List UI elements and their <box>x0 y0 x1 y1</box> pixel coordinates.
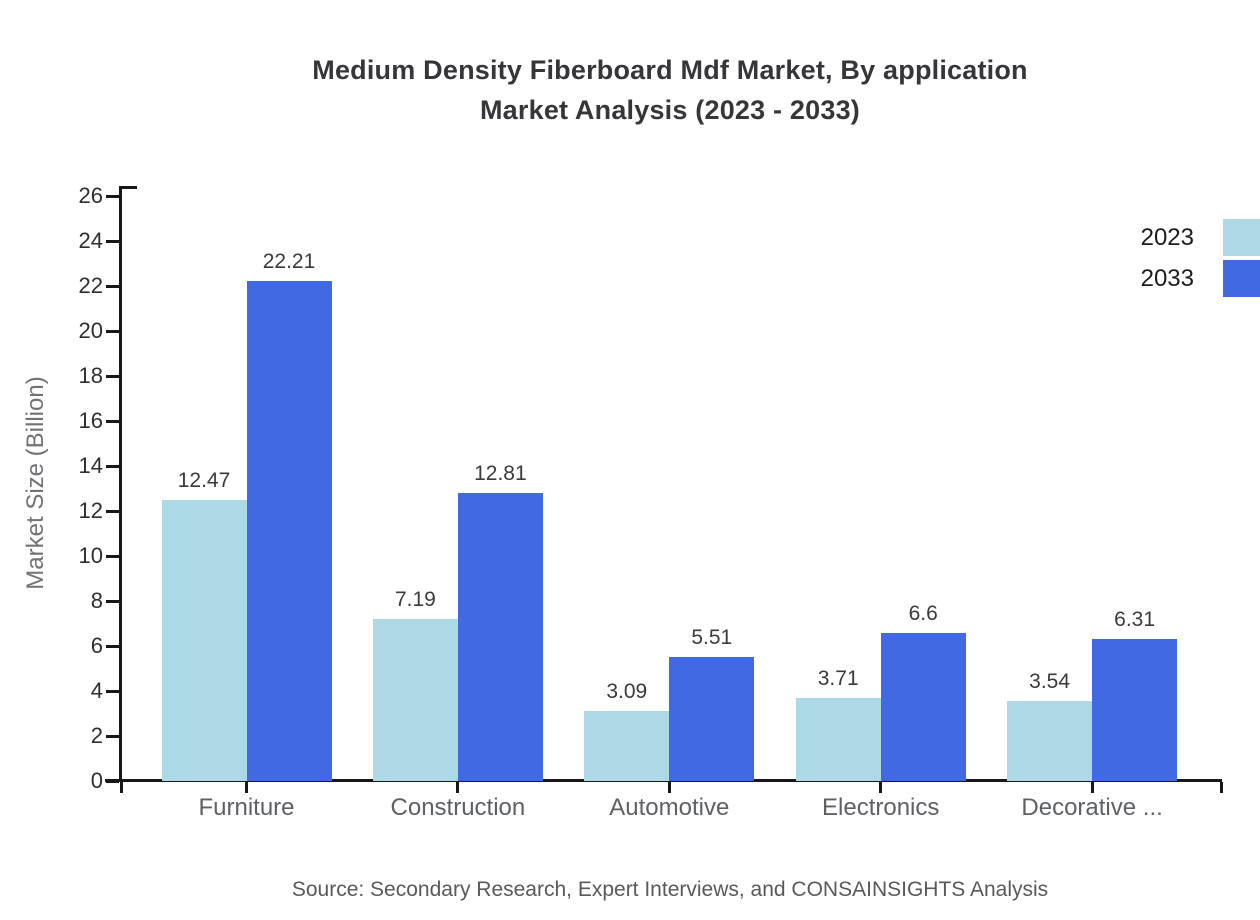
legend-item: 2033 <box>1141 260 1260 297</box>
x-category-label: Decorative ... <box>1021 794 1163 821</box>
x-category-label: Construction <box>390 794 526 821</box>
x-tick <box>879 782 883 793</box>
y-tick <box>106 195 119 198</box>
x-category-label: Electronics <box>822 794 940 821</box>
x-category-label: Automotive <box>609 794 730 821</box>
y-axis-line <box>119 186 122 782</box>
bar-2023 <box>795 697 881 781</box>
bar-value-label: 6.31 <box>1114 608 1156 632</box>
chart-title-line2: Market Analysis (2023 - 2033) <box>479 95 860 125</box>
bar-value-label: 3.71 <box>817 666 859 690</box>
y-tick <box>106 645 119 648</box>
bar-value-label: 5.51 <box>691 626 733 650</box>
bar-value-label: 12.47 <box>177 469 231 493</box>
y-tick-label: 2 <box>90 723 103 748</box>
chart-title-line1: Medium Density Fiberboard Mdf Market, By… <box>312 55 1028 85</box>
bar-value-label: 3.09 <box>606 680 648 704</box>
y-tick-label: 26 <box>78 183 103 208</box>
y-tick-label: 12 <box>78 498 103 523</box>
bar-value-label: 7.19 <box>394 588 436 612</box>
bar-2023 <box>161 500 247 781</box>
y-tick-label: 24 <box>78 228 103 253</box>
x-tick <box>1219 782 1223 793</box>
y-tick <box>106 285 119 288</box>
y-tick-label: 0 <box>90 768 103 793</box>
bar-2033 <box>669 657 755 781</box>
y-tick-label: 20 <box>78 318 103 343</box>
x-tick <box>245 782 248 793</box>
source-attribution: Source: Secondary Research, Expert Inter… <box>291 878 1049 901</box>
bar-value-label: 6.6 <box>908 601 938 625</box>
x-tick <box>119 782 123 793</box>
y-tick-label: 10 <box>78 543 103 568</box>
x-tick <box>1090 782 1094 793</box>
y-tick <box>106 420 119 423</box>
bar-2033 <box>880 632 966 781</box>
bar-2023 <box>372 619 458 781</box>
legend-swatch <box>1223 260 1260 297</box>
y-tick <box>106 600 119 603</box>
y-tick-label: 14 <box>78 453 103 478</box>
bar-value-label: 12.81 <box>474 461 527 485</box>
bar-2033 <box>246 281 332 781</box>
chart-title: Medium Density Fiberboard Mdf Market, By… <box>80 50 1260 130</box>
y-tick <box>106 465 119 468</box>
bar-2033 <box>457 492 543 781</box>
bar-value-label: 3.54 <box>1029 670 1071 694</box>
legend-label: 2023 <box>1140 223 1194 251</box>
bar-2023 <box>584 711 670 781</box>
y-tick <box>106 375 119 378</box>
bar-value-label: 22.21 <box>262 250 316 274</box>
legend-item: 2023 <box>1141 219 1260 256</box>
bar-2023 <box>1007 701 1093 781</box>
y-tick-label: 6 <box>90 633 103 658</box>
legend: 2023 2033 <box>1141 219 1260 297</box>
y-tick <box>106 240 119 243</box>
y-tick-label: 18 <box>78 363 103 388</box>
y-axis-end-cap <box>119 186 137 189</box>
x-category-label: Furniture <box>198 794 295 821</box>
y-tick <box>106 330 119 333</box>
y-tick-label: 22 <box>78 273 103 298</box>
bar-2033 <box>1092 639 1178 781</box>
y-tick <box>106 555 119 558</box>
x-tick <box>667 782 671 793</box>
y-tick <box>106 510 119 513</box>
legend-swatch <box>1223 219 1260 256</box>
y-tick-label: 4 <box>90 678 103 703</box>
y-tick <box>106 735 119 738</box>
legend-label: 2033 <box>1140 264 1194 292</box>
x-tick <box>456 782 460 793</box>
y-tick <box>106 780 119 783</box>
y-tick-label: 8 <box>90 588 103 613</box>
y-tick-label: 16 <box>78 408 103 433</box>
y-tick <box>106 690 119 693</box>
